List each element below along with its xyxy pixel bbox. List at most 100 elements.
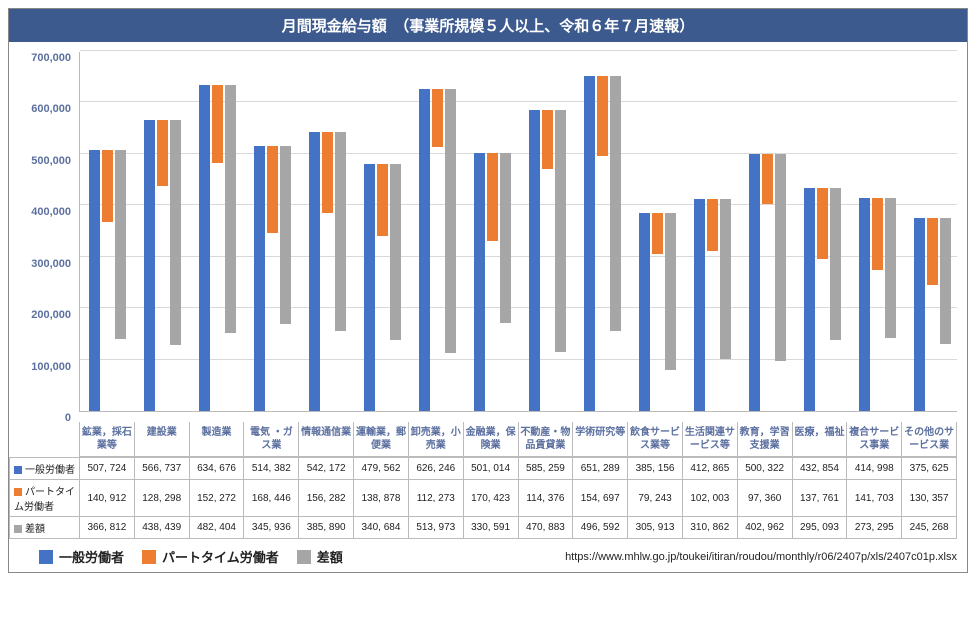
table-cell: 114, 376 xyxy=(518,480,573,517)
table-cell: 330, 591 xyxy=(463,517,518,539)
table-cell: 152, 272 xyxy=(189,480,244,517)
bar-group xyxy=(254,146,291,411)
chart-container: 月間現金給与額 （事業所規模５人以上、令和６年７月速報） 0100,000200… xyxy=(8,8,968,573)
table-cell: 402, 962 xyxy=(737,517,792,539)
category-label: 金融業，保険業 xyxy=(464,422,519,457)
category-label: 生活関連サービス等 xyxy=(683,422,738,457)
y-tick-label: 100,000 xyxy=(31,361,71,373)
table-cell: 634, 676 xyxy=(189,458,244,480)
bar xyxy=(170,120,181,345)
table-cell: 128, 298 xyxy=(134,480,189,517)
bar xyxy=(555,110,566,352)
bars-region xyxy=(79,52,957,412)
bar xyxy=(940,218,951,344)
legend-label-parttime: パートタイム労働者 xyxy=(162,547,279,566)
table-cell: 366, 812 xyxy=(80,517,135,539)
table-cell: 496, 592 xyxy=(573,517,628,539)
table-cell: 482, 404 xyxy=(189,517,244,539)
table-cell: 79, 243 xyxy=(628,480,683,517)
legend-item-parttime: パートタイム労働者 xyxy=(142,547,279,566)
table-cell: 432, 854 xyxy=(792,458,847,480)
category-label: 製造業 xyxy=(190,422,245,457)
table-cell: 156, 282 xyxy=(299,480,354,517)
bar-group xyxy=(584,76,621,411)
bar-group xyxy=(529,110,566,411)
bar xyxy=(474,153,485,411)
legend-label-diff: 差額 xyxy=(317,547,343,566)
bar-group xyxy=(914,218,951,411)
table-cell: 626, 246 xyxy=(408,458,463,480)
bar xyxy=(267,146,278,233)
bar-group xyxy=(309,132,346,411)
y-tick-label: 600,000 xyxy=(31,103,71,115)
y-tick-label: 300,000 xyxy=(31,258,71,270)
y-tick-label: 200,000 xyxy=(31,309,71,321)
bar xyxy=(749,154,760,411)
bar xyxy=(872,198,883,271)
bar xyxy=(639,213,650,411)
table-cell: 385, 156 xyxy=(628,458,683,480)
bar xyxy=(322,132,333,212)
row-header: 一般労働者 xyxy=(10,458,80,480)
table-cell: 500, 322 xyxy=(737,458,792,480)
bar-group xyxy=(419,89,456,411)
table-cell: 651, 289 xyxy=(573,458,628,480)
bar-group xyxy=(749,154,786,411)
row-header: 差額 xyxy=(10,517,80,539)
row-swatch xyxy=(14,488,22,496)
category-label: 医療，福祉 xyxy=(793,422,848,457)
table-cell: 305, 913 xyxy=(628,517,683,539)
bar xyxy=(804,188,815,411)
bar xyxy=(610,76,621,331)
bar xyxy=(280,146,291,324)
bar-group xyxy=(639,213,676,411)
category-label: その他のサービス業 xyxy=(902,422,957,457)
bar xyxy=(584,76,595,411)
bar xyxy=(500,153,511,323)
bar xyxy=(144,120,155,411)
gridline xyxy=(80,50,957,51)
table-cell: 137, 761 xyxy=(792,480,847,517)
category-label: 情報通信業 xyxy=(299,422,354,457)
table-cell: 168, 446 xyxy=(244,480,299,517)
row-swatch xyxy=(14,466,22,474)
bar-group xyxy=(474,153,511,411)
table-cell: 514, 382 xyxy=(244,458,299,480)
table-cell: 340, 684 xyxy=(354,517,409,539)
bar-group xyxy=(804,188,841,411)
table-cell: 542, 172 xyxy=(299,458,354,480)
data-table: 一般労働者507, 724566, 737634, 676514, 382542… xyxy=(9,457,957,539)
bar xyxy=(914,218,925,411)
category-label: 教育，学習支援業 xyxy=(738,422,793,457)
category-label: 鉱業，採石業等 xyxy=(79,422,135,457)
table-cell: 154, 697 xyxy=(573,480,628,517)
table-cell: 479, 562 xyxy=(354,458,409,480)
category-label: 電気 ・ガス業 xyxy=(244,422,299,457)
y-tick-label: 400,000 xyxy=(31,206,71,218)
chart-title: 月間現金給与額 （事業所規模５人以上、令和６年７月速報） xyxy=(9,9,967,42)
category-label: 不動産・物品賃貸業 xyxy=(519,422,574,457)
category-label: 建設業 xyxy=(135,422,190,457)
bar xyxy=(199,85,210,411)
bar-group xyxy=(694,199,731,411)
source-url: https://www.mhlw.go.jp/toukei/itiran/rou… xyxy=(565,551,957,563)
bar xyxy=(157,120,168,186)
bar xyxy=(542,110,553,169)
bar xyxy=(335,132,346,330)
category-label: 飲食サービス業等 xyxy=(628,422,683,457)
legend: 一般労働者 パートタイム労働者 差額 https://www.mhlw.go.j… xyxy=(9,539,967,572)
table-cell: 385, 890 xyxy=(299,517,354,539)
table-cell: 507, 724 xyxy=(80,458,135,480)
category-labels: 鉱業，採石業等建設業製造業電気 ・ガス業情報通信業運輸業，郵便業卸売業，小売業金… xyxy=(79,422,957,457)
bar xyxy=(225,85,236,333)
table-cell: 412, 865 xyxy=(682,458,737,480)
bar-group xyxy=(364,164,401,411)
table-cell: 513, 973 xyxy=(408,517,463,539)
row-header: パートタイム労働者 xyxy=(10,480,80,517)
category-label: 複合サービス事業 xyxy=(847,422,902,457)
table-cell: 501, 014 xyxy=(463,458,518,480)
table-cell: 295, 093 xyxy=(792,517,847,539)
table-row: 一般労働者507, 724566, 737634, 676514, 382542… xyxy=(10,458,957,480)
table-cell: 345, 936 xyxy=(244,517,299,539)
bar-group xyxy=(199,85,236,411)
